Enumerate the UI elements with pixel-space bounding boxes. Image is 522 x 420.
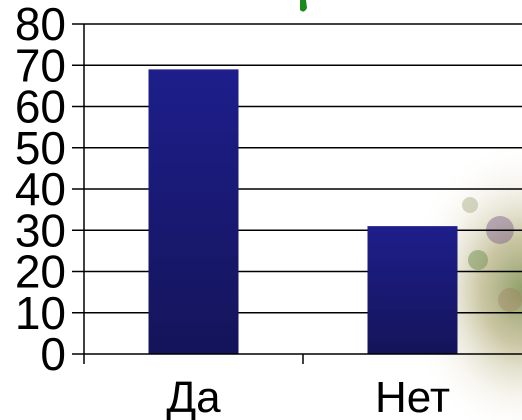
x-category-label-0: Да [166, 373, 221, 420]
y-tick-label-60: 60 [15, 81, 66, 133]
x-category-label-1: Нет [375, 373, 450, 420]
axes [72, 23, 522, 364]
y-tick-label-30: 30 [15, 204, 66, 256]
y-tick-label-20: 20 [15, 246, 66, 298]
y-tick-label-10: 10 [15, 287, 66, 339]
bar-1 [367, 226, 458, 354]
y-tick-label-80: 80 [15, 0, 66, 50]
bar-0 [148, 69, 239, 354]
y-tick-label-50: 50 [15, 122, 66, 174]
y-tick-label-0: 0 [40, 328, 66, 380]
bars [148, 69, 458, 354]
x-category-labels: Да Нет [166, 373, 450, 420]
title-fragment [300, 0, 307, 12]
y-tick-label-40: 40 [15, 163, 66, 215]
y-tick-label-70: 70 [15, 39, 66, 91]
